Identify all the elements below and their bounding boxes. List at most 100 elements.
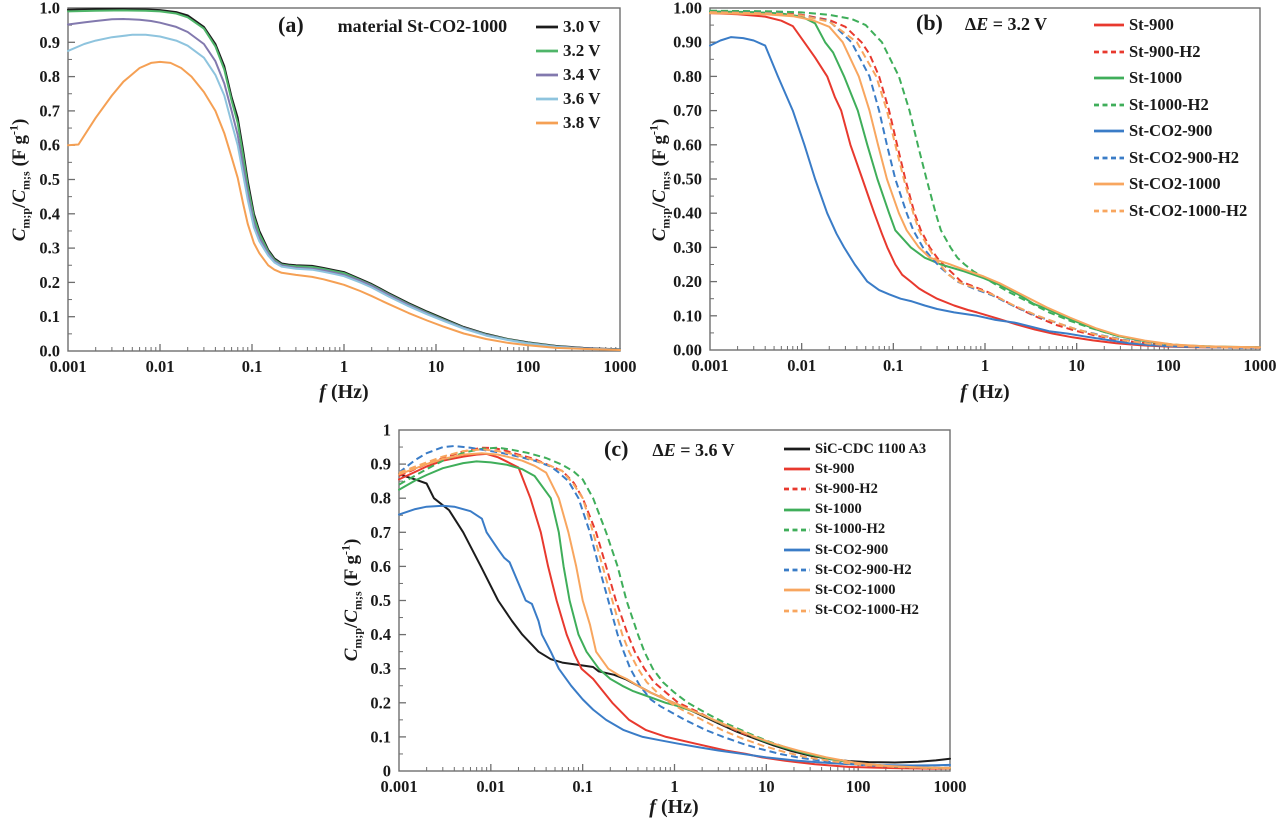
y-exp: -1	[646, 125, 661, 136]
series-line-st-900	[398, 452, 951, 770]
legend-swatch-line-icon	[1094, 156, 1124, 160]
legend-label: SiC-CDC 1100 A3	[815, 440, 927, 457]
legend-swatch-line-icon	[536, 121, 558, 125]
legend-item: St-900-H2	[784, 479, 926, 499]
voltage-value: = 3.6 V	[675, 440, 735, 460]
y-tick-label: 0.60	[673, 135, 702, 154]
series-line-st-co2-900	[398, 504, 951, 767]
legend-swatch-line-icon	[1094, 23, 1124, 27]
y-var-1: C	[648, 228, 670, 242]
legend-label: St-CO2-900	[1129, 121, 1213, 141]
legend-label: St-CO2-1000	[1129, 174, 1221, 194]
x-tick-label: 0.001	[49, 357, 86, 376]
panel-a-title: (a) material St-CO2-1000	[278, 12, 507, 38]
series-line-st-co2-1000-h2	[709, 11, 1260, 349]
legend-label: St-1000-H2	[1129, 94, 1209, 114]
E-symbol: E	[663, 440, 676, 460]
y-tick-label: 0.80	[673, 67, 702, 86]
legend-item: St-1000-H2	[1094, 92, 1247, 119]
series-line-st-co2-900	[709, 36, 1261, 349]
legend-label: St-CO2-900-H2	[1129, 147, 1239, 167]
y-tick-label: 0.7	[370, 523, 391, 542]
panel-b-y-axis-title: Cm;p/Cm;s (F g-1)	[646, 119, 673, 242]
y-tick-label: 0.10	[673, 306, 702, 325]
panel-c-legend: SiC-CDC 1100 A3 St-900 St-900-H2 St-1000 St-…	[784, 439, 926, 621]
y-var-1: C	[340, 648, 362, 662]
legend-label: St-1000	[815, 501, 862, 518]
y-tick-label: 0.7	[39, 101, 60, 120]
panel-c-subtitle: ΔE = 3.6 V	[652, 440, 734, 461]
y-tick-label: 0.40	[673, 204, 702, 223]
x-tick-label: 1000	[934, 777, 967, 796]
legend-swatch-line-icon	[1094, 50, 1124, 54]
x-tick-label: 0.001	[691, 356, 728, 375]
panel-a-subtitle: material St-CO2-1000	[337, 16, 508, 36]
panel-a-legend: 3.0 V 3.2 V 3.4 V 3.6 V 3.8 V	[536, 15, 600, 135]
y-tick-label: 0.00	[673, 341, 702, 360]
legend-swatch-line-icon	[784, 447, 810, 451]
x-unit: (Hz)	[655, 796, 699, 818]
legend-swatch-line-icon	[784, 568, 810, 572]
y-tick-label: 1	[383, 421, 391, 440]
delta-symbol: Δ	[964, 14, 977, 34]
legend-swatch-line-icon	[784, 528, 810, 532]
x-tick-label: 1000	[1244, 356, 1277, 375]
y-slash: /	[340, 622, 362, 628]
legend-item: 3.6 V	[536, 87, 600, 111]
legend-label: St-CO2-1000-H2	[1129, 200, 1248, 220]
legend-label: 3.0 V	[563, 17, 601, 36]
legend-label: St-1000-H2	[815, 521, 886, 538]
legend-swatch-line-icon	[784, 488, 810, 491]
E-symbol: E	[976, 14, 989, 34]
legend-item: St-CO2-900	[1094, 118, 1247, 145]
legend-label: 3.8 V	[563, 113, 601, 132]
y-tick-label: 0.0	[39, 342, 60, 361]
series-line-3-6-v	[67, 33, 621, 351]
legend-swatch-line-icon	[536, 97, 558, 101]
y-tick-label: 0.70	[673, 101, 702, 120]
legend-label: St-900	[1129, 15, 1174, 35]
y-sub-1: m;p	[658, 207, 673, 229]
x-tick-label: 0.01	[787, 356, 816, 375]
legend-item: St-1000-H2	[784, 520, 926, 540]
legend-item: St-CO2-1000-H2	[784, 601, 926, 621]
panel-c-title: (c) ΔE = 3.6 V	[604, 436, 735, 462]
x-unit: (Hz)	[966, 381, 1010, 403]
y-tick-label: 0.90	[673, 33, 702, 52]
y-tick-label: 1.0	[39, 0, 60, 18]
legend-swatch-line-icon	[536, 25, 558, 29]
y-tick-label: 0	[383, 762, 391, 781]
y-sub-1: m;p	[350, 627, 365, 649]
y-tick-label: 0.1	[39, 307, 60, 326]
x-tick-label: 0.1	[242, 357, 263, 376]
y-tick-label: 0.4	[370, 625, 391, 644]
y-tick-label: 0.4	[39, 204, 60, 223]
plot-area: 0.001 0.01 0.1 1 10 100 1000 0.0 0.1 0.2 0.3 0.4 0.5…	[39, 0, 636, 376]
y-sub-2: m;s	[18, 171, 33, 190]
x-var: f	[649, 796, 656, 818]
x-tick-label: 10	[758, 777, 775, 796]
y-exp: -1	[338, 545, 353, 556]
y-exp: -1	[6, 125, 21, 136]
x-var: f	[960, 381, 967, 403]
x-var: f	[319, 381, 326, 403]
legend-item: St-CO2-900-H2	[784, 560, 926, 580]
legend-swatch-line-icon	[784, 548, 810, 552]
y-slash: /	[8, 202, 30, 208]
voltage-value: = 3.2 V	[988, 14, 1048, 34]
legend-swatch-line-icon	[1094, 182, 1124, 186]
legend-swatch-line-icon	[1094, 129, 1124, 133]
legend-swatch-line-icon	[1094, 209, 1124, 213]
panel-a-label: (a)	[278, 12, 304, 37]
series-line-st-co2-1000	[398, 452, 951, 769]
legend-item: St-900-H2	[1094, 39, 1247, 66]
y-sub-2: m;s	[658, 171, 673, 190]
y-var-2: C	[340, 609, 362, 623]
legend-label: 3.6 V	[563, 89, 601, 108]
y-tick-label: 0.9	[39, 33, 60, 52]
y-unit: (F g	[648, 135, 670, 172]
panel-c-y-axis-title: Cm;p/Cm;s (F g-1)	[338, 539, 365, 662]
series-line-st-900	[709, 12, 1261, 349]
panel-b-label: (b)	[916, 10, 943, 35]
legend-swatch-line-icon	[784, 609, 810, 612]
